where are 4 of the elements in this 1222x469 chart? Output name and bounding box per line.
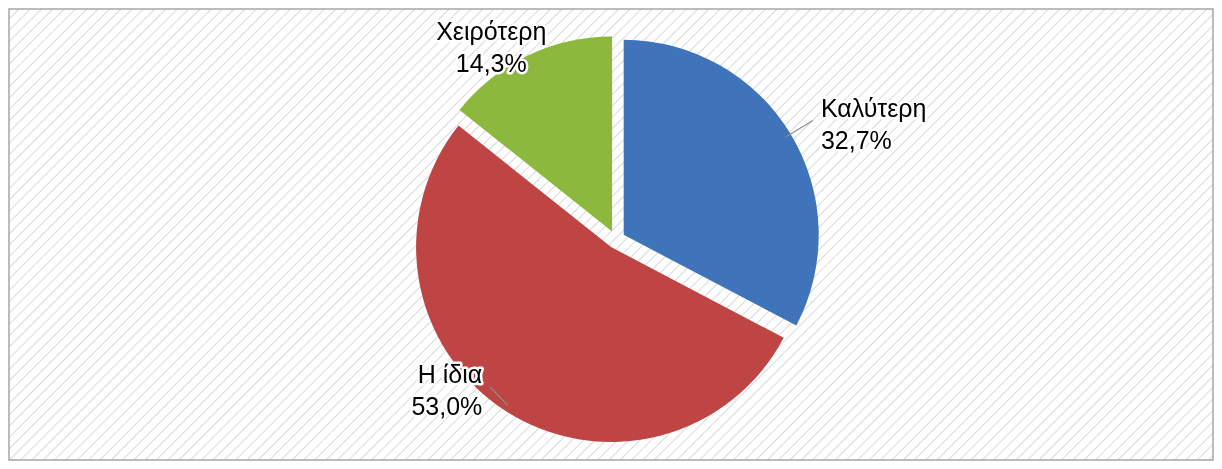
- slice-label: Καλύτερη: [820, 93, 927, 122]
- data-label: 32,7%: [820, 125, 892, 154]
- data-label: 53,0%: [411, 392, 483, 421]
- slice-label: Χειρότερη: [436, 16, 547, 45]
